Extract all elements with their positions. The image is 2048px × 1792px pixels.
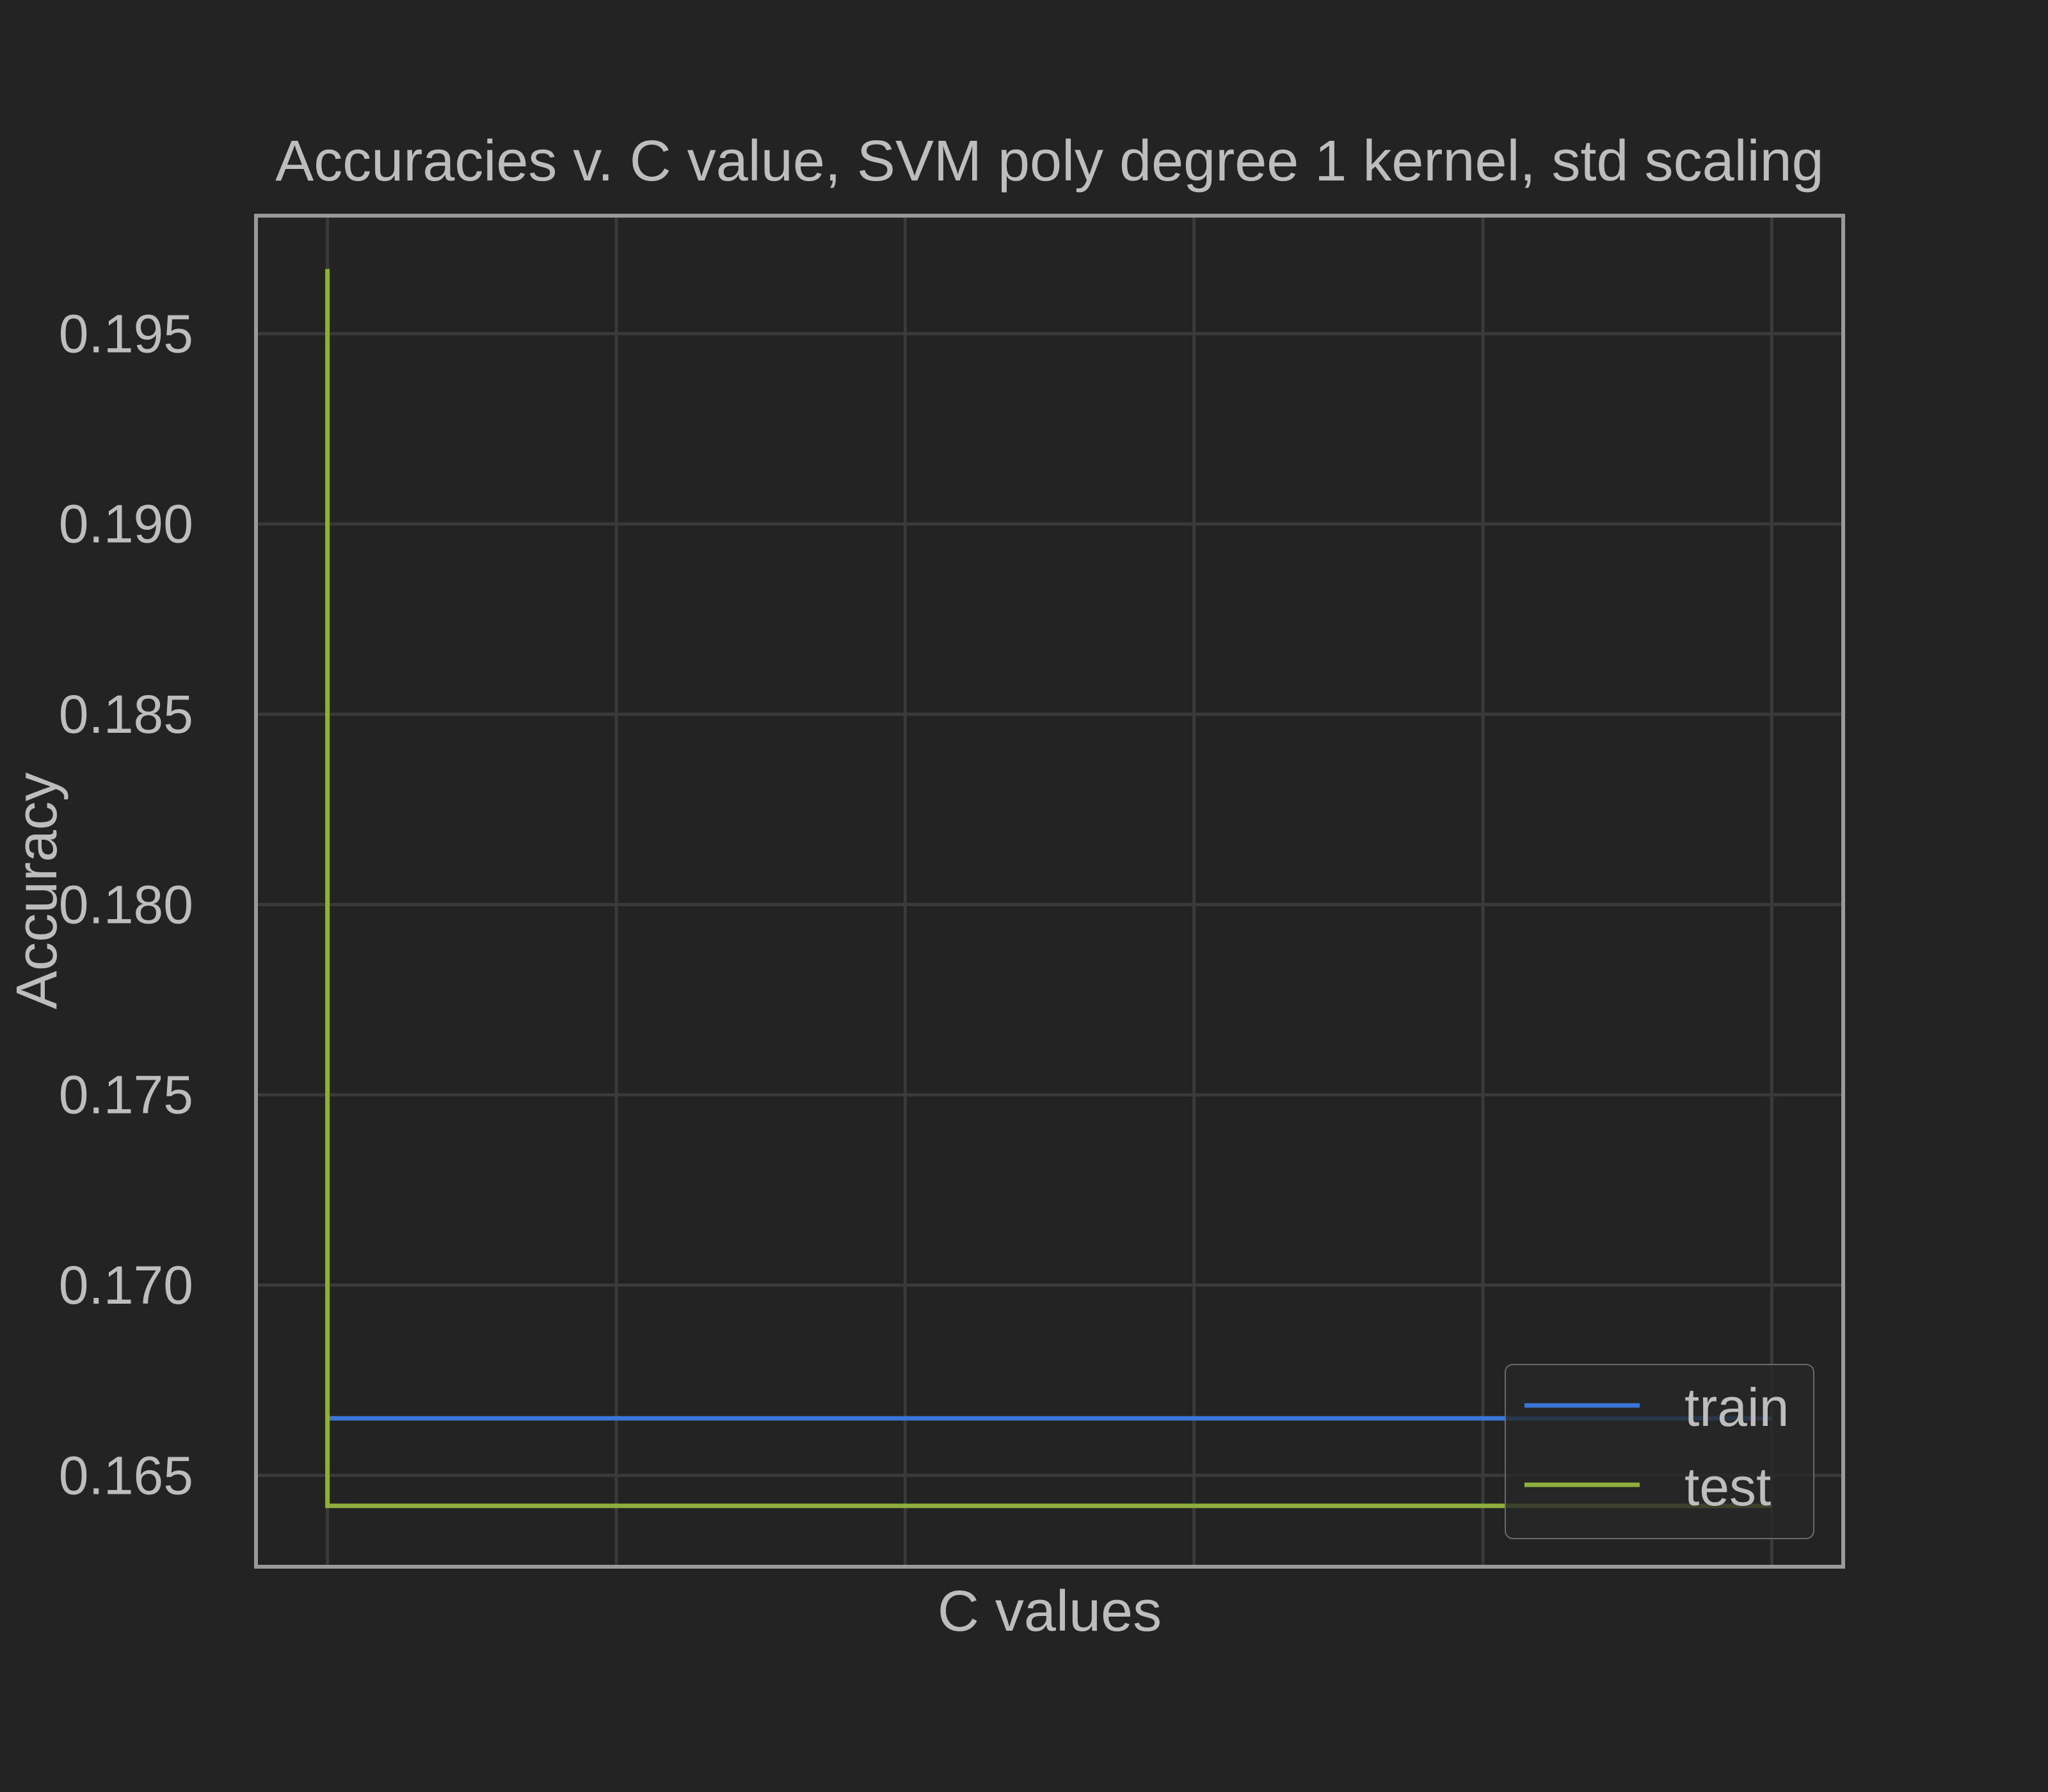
legend: train test [1505, 1364, 1814, 1539]
plot-frame [254, 214, 1845, 1569]
y-tick-label: 0.195 [59, 303, 193, 364]
x-axis-label: C values [938, 1580, 1162, 1644]
y-tick-label: 0.170 [59, 1255, 193, 1315]
y-tick-label: 0.180 [59, 874, 193, 934]
grid [256, 216, 1843, 1567]
series-line-test [325, 269, 1772, 1508]
y-tick-label: 0.165 [59, 1445, 193, 1505]
legend-label-test: test [1684, 1457, 1771, 1517]
legend-label-train: train [1684, 1377, 1789, 1437]
legend-box [1505, 1364, 1814, 1539]
y-axis-label: Accuracy [5, 772, 69, 1009]
y-tick-label: 0.185 [59, 684, 193, 744]
y-tick-label: 0.175 [59, 1065, 193, 1125]
y-tick-label: 0.190 [59, 494, 193, 554]
chart-title: Accuracies v. C value, SVM poly degree 1… [275, 129, 1823, 193]
series-lines [325, 269, 1772, 1508]
y-tick-labels: 0.165 0.170 0.175 0.180 0.185 0.190 0.195 [59, 303, 193, 1505]
